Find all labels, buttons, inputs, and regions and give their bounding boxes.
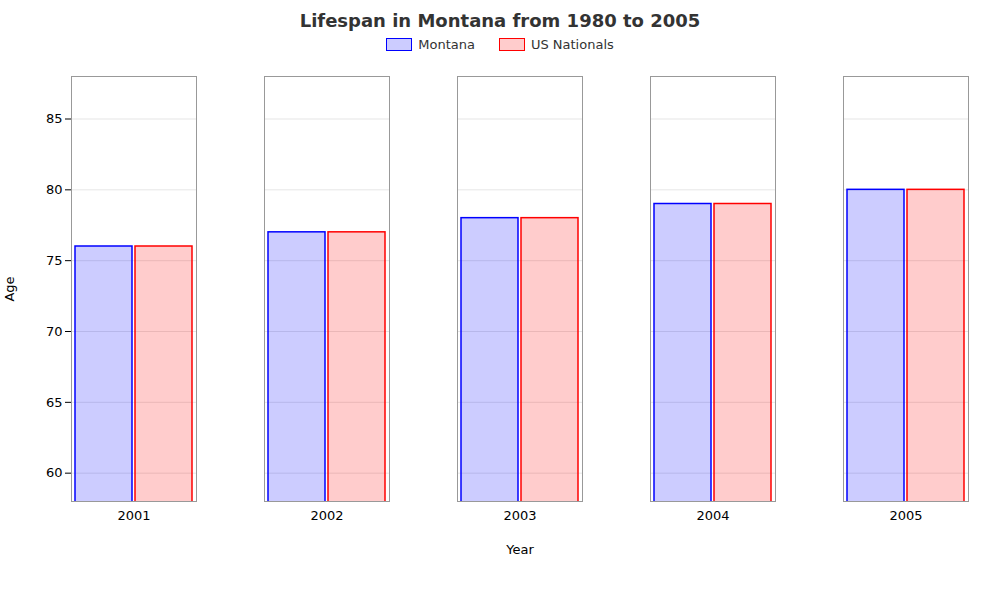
svg-text:2003: 2003 (503, 508, 536, 523)
svg-text:Year: Year (505, 542, 534, 557)
svg-text:80: 80 (46, 182, 63, 197)
html-text:US Nationals: US Nationals (530, 37, 614, 52)
html-text:Montana: Montana (418, 37, 475, 52)
svg-text:75: 75 (46, 253, 63, 268)
svg-text:65: 65 (46, 394, 63, 409)
svg-text:60: 60 (46, 465, 63, 480)
svg-text:2005: 2005 (889, 508, 922, 523)
svg-text:2002: 2002 (310, 508, 343, 523)
svg-text:70: 70 (46, 324, 63, 339)
svg-text:2001: 2001 (117, 508, 150, 523)
html-text:Lifespan in Montana from 1980: Lifespan in Montana from 1980 to 2005 (299, 10, 701, 31)
svg-text:Age: Age (2, 276, 17, 301)
svg-text:2004: 2004 (696, 508, 729, 523)
svg-text:85: 85 (46, 111, 63, 126)
